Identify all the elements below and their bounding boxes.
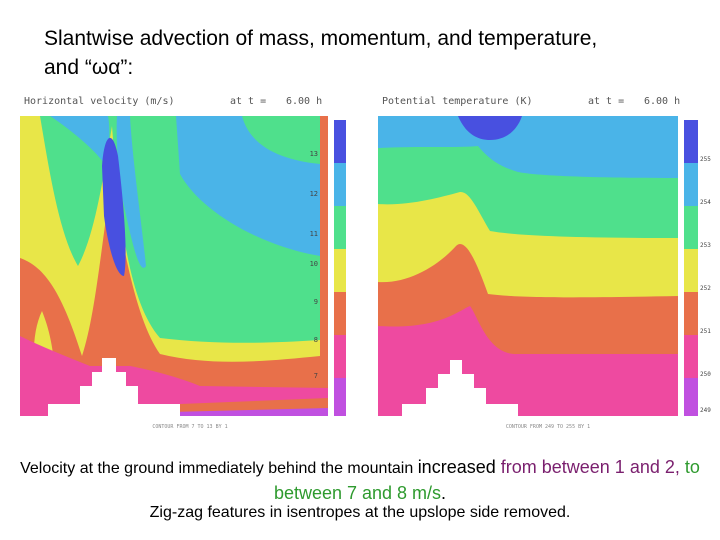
temp-band-blue xyxy=(458,116,522,140)
temp-cb-label-254: 254 xyxy=(700,199,711,206)
temperature-time-label: at t = xyxy=(588,96,625,107)
velocity-cb-label-7: 7 xyxy=(314,372,318,380)
velocity-footer: CONTOUR FROM 7 TO 13 BY 1 xyxy=(152,424,228,430)
caption-part-1: Velocity at the ground immediately behin… xyxy=(20,460,418,477)
caption-part-5: . xyxy=(441,483,447,503)
title-line-2: and “ωα”: xyxy=(44,56,134,79)
temp-cb-label-252: 252 xyxy=(700,285,711,292)
temp-cb-label-253: 253 xyxy=(700,242,711,249)
slide-title: Slantwise advection of mass, momentum, a… xyxy=(44,24,704,82)
mountain-left xyxy=(48,358,180,416)
velocity-cb-label-9: 9 xyxy=(314,298,318,306)
velocity-cb-label-10: 10 xyxy=(310,260,318,268)
velocity-band-green-top xyxy=(242,116,320,164)
velocity-colorbar-swatch-9 xyxy=(334,292,346,335)
velocity-time-label: at t = xyxy=(230,96,267,107)
velocity-colorbar-swatch-13 xyxy=(334,120,346,163)
velocity-band-blue xyxy=(102,137,126,276)
temp-colorbar-swatch-251 xyxy=(684,292,698,335)
temperature-time-value: 6.00 h xyxy=(644,96,681,107)
velocity-band-cyan-a xyxy=(50,116,320,256)
caption-line-1: Velocity at the ground immediately behin… xyxy=(0,455,720,507)
temp-colorbar-swatch-255 xyxy=(684,120,698,163)
velocity-colorbar-swatch-10 xyxy=(334,249,346,292)
caption-line-2: Zig-zag features in isentropes at the up… xyxy=(149,504,571,521)
title-line-1: Slantwise advection of mass, momentum, a… xyxy=(44,27,598,50)
velocity-colorbar-swatch-11 xyxy=(334,206,346,249)
temp-cb-label-255: 255 xyxy=(700,156,711,163)
velocity-band-cyan-c xyxy=(116,116,146,268)
velocity-colorbar-swatch-8 xyxy=(334,335,346,378)
temp-colorbar-swatch-249 xyxy=(684,378,698,416)
velocity-panel-header: Horizontal velocity (m/s) at t = 6.00 h xyxy=(20,96,360,112)
temperature-contour-plot: 255 254 253 252 251 250 249 xyxy=(378,116,711,416)
temp-colorbar-swatch-250 xyxy=(684,335,698,378)
temp-cb-label-249: 249 xyxy=(700,407,711,414)
temperature-footer: CONTOUR FROM 249 TO 255 BY 1 xyxy=(505,424,591,430)
caption-part-3: from between 1 and 2, xyxy=(500,457,680,477)
temp-colorbar-swatch-252 xyxy=(684,249,698,292)
velocity-cb-label-8: 8 xyxy=(314,336,318,344)
temp-cb-label-251: 251 xyxy=(700,328,711,335)
velocity-contour-plot: 13 12 11 10 9 8 7 xyxy=(20,116,346,416)
velocity-cb-label-11: 11 xyxy=(310,230,318,238)
temp-band-cyan xyxy=(378,116,678,178)
velocity-panel: Horizontal velocity (m/s) at t = 6.00 h … xyxy=(20,94,360,430)
velocity-time-value: 6.00 h xyxy=(286,96,323,107)
velocity-cb-label-12: 12 xyxy=(310,190,318,198)
temperature-panel-title: Potential temperature (K) xyxy=(382,96,533,107)
temperature-panel: Potential temperature (K) at t = 6.00 h … xyxy=(378,94,718,430)
temp-colorbar-swatch-253 xyxy=(684,206,698,249)
temp-cb-label-250: 250 xyxy=(700,371,711,378)
temp-colorbar-swatch-254 xyxy=(684,163,698,206)
velocity-cb-label-13: 13 xyxy=(310,150,318,158)
velocity-colorbar-swatch-7 xyxy=(334,378,346,416)
caption-part-2: increased xyxy=(417,457,501,477)
velocity-band-cyan-b xyxy=(50,116,110,166)
mountain-right xyxy=(402,360,518,416)
velocity-panel-title: Horizontal velocity (m/s) xyxy=(24,96,175,107)
caption-part-4: to between 7 and 8 m/s xyxy=(273,457,700,503)
temperature-panel-header: Potential temperature (K) at t = 6.00 h xyxy=(378,96,718,112)
velocity-band-purple xyxy=(170,408,328,416)
velocity-colorbar-swatch-12 xyxy=(334,163,346,206)
